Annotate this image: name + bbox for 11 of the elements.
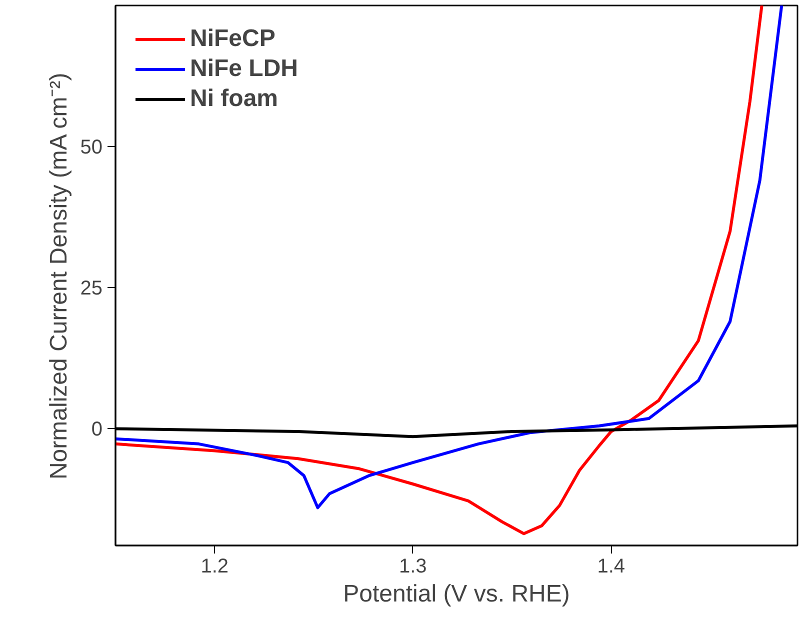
y-axis-title: Normalized Current Density (mA cm⁻²) (45, 72, 72, 480)
y-tick-label: 50 (80, 136, 103, 159)
legend-label: NiFe LDH (190, 55, 298, 83)
y-tick-label: 0 (91, 418, 102, 441)
x-tick-label: 1.4 (597, 556, 626, 578)
y-tick-label: 25 (80, 278, 103, 300)
x-tick-label: 1.3 (398, 556, 427, 578)
legend-label: Ni foam (190, 85, 278, 113)
x-axis-title: Potential (V vs. RHE) (343, 580, 570, 608)
legend-label: NiFeCP (190, 25, 276, 53)
x-tick-label: 1.2 (200, 556, 229, 578)
